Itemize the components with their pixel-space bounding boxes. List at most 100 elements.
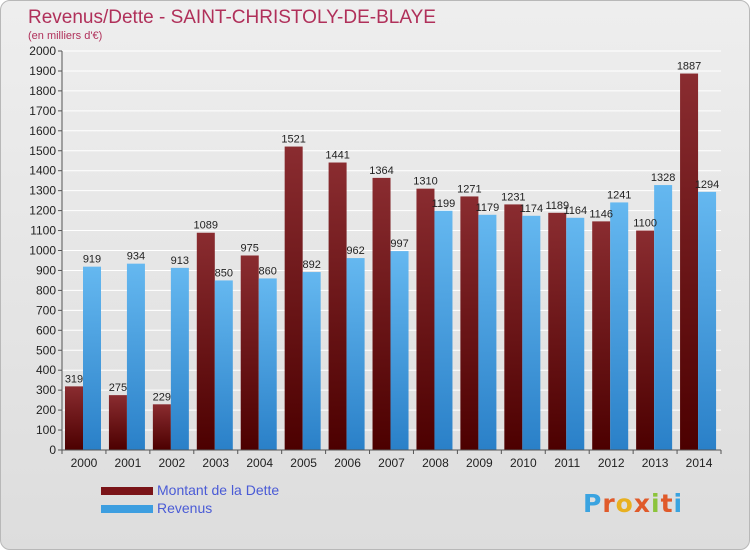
data-label-dette: 1146 — [589, 208, 613, 220]
bar-revenus — [522, 215, 541, 450]
x-tick-label: 2010 — [510, 456, 537, 470]
y-tick-label: 1400 — [29, 164, 56, 178]
axes — [61, 51, 721, 451]
bar-revenus — [610, 202, 629, 450]
y-tick-label: 400 — [36, 363, 56, 377]
bar-revenus — [654, 185, 673, 450]
data-label-revenus: 1294 — [695, 179, 719, 191]
legend-label-revenus: Revenus — [157, 500, 213, 516]
bar-dette — [108, 395, 127, 450]
data-label-revenus: 1199 — [432, 198, 456, 210]
bar-revenus — [302, 272, 321, 450]
y-tick-label: 900 — [36, 263, 56, 277]
chart-subtitle: (en milliers d'€) — [28, 30, 103, 42]
data-label-revenus: 1328 — [651, 172, 675, 184]
x-tick-label: 2011 — [554, 456, 580, 470]
bar-dette — [152, 404, 171, 450]
data-label-revenus: 850 — [215, 267, 233, 279]
y-tick-label: 200 — [36, 403, 56, 417]
y-tick-label: 0 — [49, 443, 56, 457]
y-tick-label: 2000 — [29, 44, 56, 58]
data-label-dette: 1521 — [281, 134, 305, 146]
x-axis-ticks: 2000 2001 2002 2003 2004 2005 2006 2007 2008 2009… — [61, 450, 722, 470]
y-tick-label: 1500 — [29, 144, 56, 158]
y-tick-label: 100 — [36, 423, 56, 437]
data-label-revenus: 919 — [83, 254, 101, 266]
data-label-revenus: 892 — [302, 259, 320, 271]
x-tick-label: 2001 — [115, 456, 142, 470]
data-label-revenus: 913 — [171, 255, 189, 267]
y-axis-ticks: 0 100 200 300 400 500 600 700 800 900 1000 1100 1200… — [29, 44, 62, 457]
data-label-revenus: 934 — [127, 251, 145, 263]
bar-dette — [196, 232, 215, 450]
bar-dette — [548, 212, 567, 450]
bar-revenus — [566, 217, 585, 450]
x-tick-label: 2012 — [598, 456, 625, 470]
data-label-dette: 319 — [65, 373, 83, 385]
bar-revenus — [214, 280, 233, 450]
bar-revenus — [698, 191, 717, 451]
data-label-revenus: 1179 — [476, 202, 500, 214]
y-tick-label: 500 — [36, 343, 56, 357]
bar-dette — [460, 196, 479, 450]
y-tick-label: 1100 — [30, 224, 56, 238]
data-label-revenus: 1174 — [520, 203, 544, 215]
x-tick-label: 2000 — [71, 456, 98, 470]
legend-label-debt: Montant de la Dette — [157, 482, 280, 498]
chart-title: Revenus/Dette - SAINT-CHRISTOLY-DE-BLAYE — [28, 7, 436, 28]
bar-dette — [592, 221, 611, 450]
data-label-revenus: 1241 — [607, 189, 631, 201]
y-tick-label: 300 — [36, 383, 56, 397]
y-tick-label: 1000 — [29, 244, 56, 258]
y-tick-label: 1600 — [29, 124, 56, 138]
bar-dette — [416, 188, 435, 450]
bar-dette — [65, 386, 83, 450]
x-tick-label: 2014 — [686, 456, 713, 470]
x-tick-label: 2008 — [422, 456, 449, 470]
x-tick-label: 2007 — [378, 456, 405, 470]
bar-revenus — [346, 258, 365, 450]
data-label-dette: 229 — [153, 391, 171, 403]
bar-dette — [680, 73, 699, 450]
x-tick-label: 2004 — [246, 456, 273, 470]
data-label-revenus: 962 — [346, 245, 364, 257]
bar-revenus — [126, 263, 145, 450]
x-tick-label: 2009 — [466, 456, 493, 470]
data-label-revenus: 997 — [390, 238, 408, 250]
x-tick-label: 2013 — [642, 456, 669, 470]
bar-revenus — [258, 278, 277, 450]
x-tick-label: 2006 — [334, 456, 361, 470]
proxiti-logo: Proxiti — [583, 489, 684, 518]
bars — [65, 73, 717, 451]
bar-revenus — [478, 214, 497, 450]
bar-dette — [328, 162, 347, 450]
x-tick-label: 2005 — [290, 456, 317, 470]
y-tick-label: 1700 — [29, 104, 56, 118]
data-label-dette: 275 — [109, 382, 127, 394]
bar-dette — [284, 146, 303, 451]
bar-revenus — [170, 267, 189, 450]
data-label-dette: 1310 — [413, 176, 437, 188]
data-label-revenus: 860 — [259, 265, 277, 277]
x-tick-label: 2002 — [158, 456, 185, 470]
y-tick-label: 1800 — [29, 84, 56, 98]
data-label-revenus: 1164 — [563, 205, 587, 217]
y-tick-label: 1900 — [29, 64, 56, 78]
bar-dette — [504, 204, 523, 450]
data-label-dette: 1887 — [677, 61, 701, 73]
y-tick-label: 600 — [36, 323, 56, 337]
bar-dette — [240, 255, 259, 450]
data-label-dette: 1441 — [325, 150, 349, 162]
data-label-dette: 1231 — [501, 191, 525, 203]
data-label-dette: 1089 — [194, 220, 218, 232]
y-tick-label: 1200 — [29, 204, 56, 218]
y-tick-label: 700 — [36, 303, 56, 317]
bar-dette — [372, 177, 391, 450]
data-label-dette: 1271 — [457, 183, 481, 195]
x-tick-label: 2003 — [202, 456, 229, 470]
y-tick-label: 1300 — [29, 184, 56, 198]
data-label-dette: 1189 — [545, 200, 569, 212]
